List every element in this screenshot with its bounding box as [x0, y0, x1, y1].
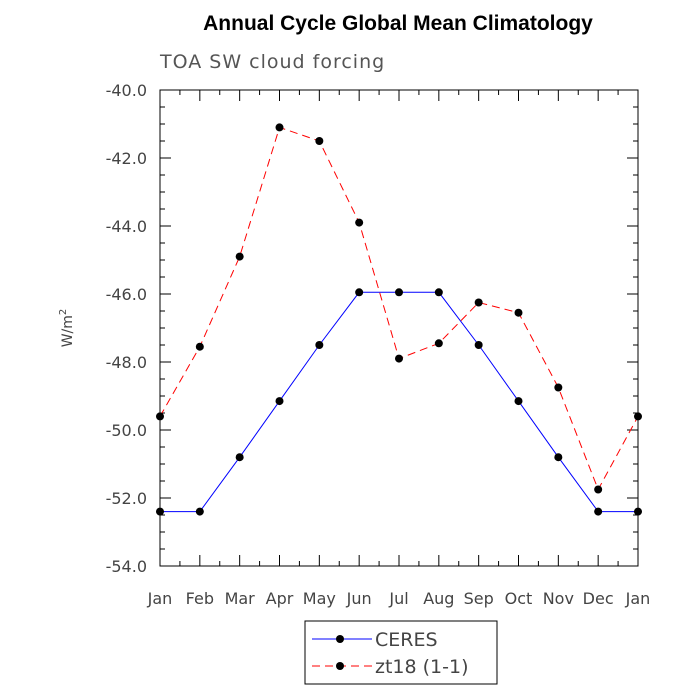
series-2-point: [315, 137, 324, 145]
chart-subtitle: TOA SW cloud forcing: [159, 51, 385, 73]
chart-title: Annual Cycle Global Mean Climatology: [203, 12, 593, 35]
x-tick-label: Sep: [464, 589, 494, 608]
series-1-point: [355, 288, 364, 297]
x-tick-label: Jan: [625, 589, 651, 608]
legend-marker-1: [336, 635, 344, 643]
series-2-point: [395, 354, 403, 363]
series-1-point: [235, 453, 244, 462]
series-2-point: [355, 218, 364, 227]
y-tick-label: -54.0: [106, 557, 147, 576]
axis-ticks: [159, 89, 639, 567]
y-tick-label: -44.0: [106, 217, 147, 236]
series-1-point: [634, 507, 642, 516]
x-tick-label: Mar: [225, 589, 256, 608]
x-tick-label: Oct: [505, 589, 533, 608]
legend-marker-2: [336, 662, 344, 670]
y-tick-label: -52.0: [106, 489, 147, 508]
series-2-point: [195, 342, 204, 351]
x-tick-label: Jan: [147, 589, 173, 608]
legend-label-2: zt18 (1-1): [375, 656, 469, 678]
series-1-point: [275, 397, 284, 406]
series-2-point: [474, 298, 483, 307]
series-2-point: [156, 412, 164, 421]
x-tick-label: May: [303, 589, 336, 608]
y-tick-label: -40.0: [106, 81, 147, 100]
x-tick-label: Jun: [346, 589, 372, 608]
x-tick-label: Jul: [388, 589, 408, 608]
series-2-point: [434, 339, 443, 348]
legend: CERES zt18 (1-1): [304, 620, 498, 685]
series-1-point: [594, 507, 603, 516]
x-tick-label: Nov: [543, 589, 574, 608]
x-tick-label: Apr: [266, 589, 294, 608]
series-2-point: [554, 383, 563, 392]
series-line-2: [159, 126, 639, 491]
series-1-point: [514, 397, 523, 406]
series-1-point: [474, 341, 483, 349]
series-2-point: [235, 252, 244, 261]
y-axis-label: W/m2: [58, 309, 76, 348]
x-tick-label: Aug: [423, 589, 454, 608]
series-1-point: [395, 288, 403, 297]
series-2-point: [275, 123, 284, 132]
series-2-point: [514, 308, 523, 317]
legend-label-1: CERES: [375, 629, 438, 651]
plot-area-frame: [159, 89, 639, 567]
legend-box: [304, 620, 498, 685]
y-axis-tick-labels: -40.0 -42.0 -44.0 -46.0 -48.0 -50.0 -52.0 -54.0: [106, 81, 147, 576]
x-tick-label: Feb: [186, 589, 214, 608]
series-1-point: [156, 507, 164, 516]
series-1-point: [434, 288, 443, 297]
series-1-point: [195, 507, 204, 516]
series-2-point: [594, 485, 603, 494]
y-tick-label: -50.0: [106, 421, 147, 440]
series-layer: [156, 123, 642, 516]
x-axis-tick-labels: Jan Feb Mar Apr May Jun Jul Aug Sep Oct Nov Dec Jan: [147, 589, 651, 608]
y-tick-label: -42.0: [106, 149, 147, 168]
y-tick-label: -46.0: [106, 285, 147, 304]
series-2-point: [634, 412, 642, 421]
series-1-point: [554, 453, 563, 462]
series-1-point: [315, 341, 324, 349]
x-tick-label: Dec: [583, 589, 614, 608]
series-line-1: [160, 291, 638, 513]
y-tick-label: -48.0: [106, 353, 147, 372]
